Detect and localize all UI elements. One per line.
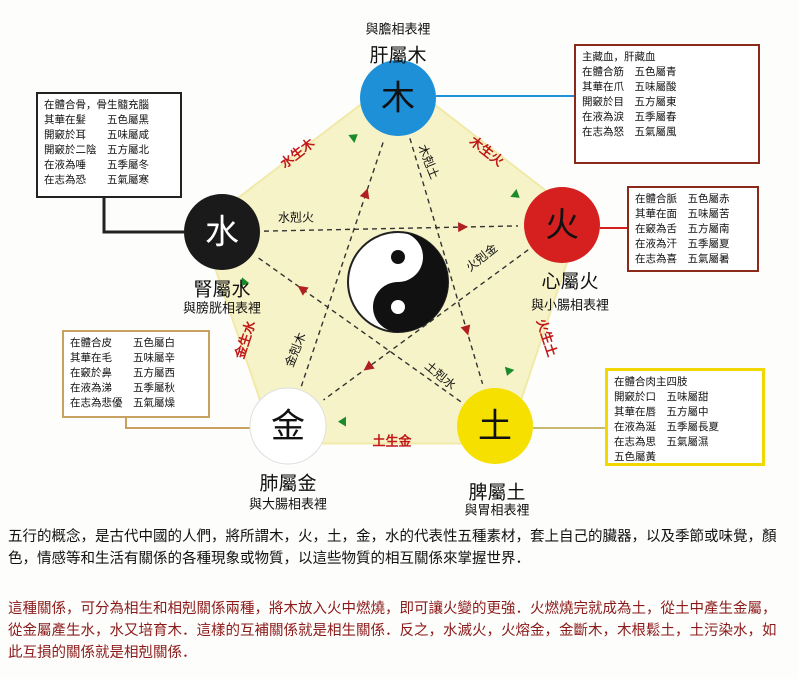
generating-label-earth: 土生金 <box>372 434 412 450</box>
fire-info-line: 在竅為舌 五方屬南 <box>635 223 730 235</box>
controlling-label-water: 水剋火 <box>278 211 314 225</box>
fire-circle <box>524 187 600 263</box>
metal-glyph: 金 <box>271 407 305 447</box>
controlling-arrow-wood <box>460 324 471 336</box>
controlling-arrow-earth <box>297 285 309 296</box>
metal-info-line: 在液為涕 五季屬秋 <box>70 382 175 394</box>
earth-organ-name: 脾屬土 <box>468 482 525 504</box>
wood-glyph: 木 <box>381 79 415 119</box>
earth-info-line: 在液為涎 五季屬長夏 <box>614 421 719 433</box>
wood-info-line: 在液為淚 五季屬春 <box>582 111 677 123</box>
earth-info-line: 在體合肉主四肢 <box>614 376 688 388</box>
generating-arrow-metal <box>239 277 250 287</box>
relationship-paragraph: 這種關係，可分為相生和相剋關係兩種，將木放入火中燃燒，即可讓火變的更強．火燃燒完… <box>8 601 777 661</box>
controlling-arrow-metal <box>359 188 370 200</box>
metal-circle <box>249 387 327 465</box>
water-circle <box>184 194 260 270</box>
intro-paragraph: 五行的概念，是古代中國的人們，將所謂木，火，土，金，水的代表性五種素材，套上自己… <box>8 529 777 567</box>
fire-info-line: 其華在面 五味屬苦 <box>635 208 730 220</box>
fire-organ-name: 心屬火 <box>541 271 598 293</box>
earth-glyph: 土 <box>478 407 512 447</box>
wood-circle <box>360 60 436 136</box>
controlling-line-metal <box>300 139 385 387</box>
controlling-line-water <box>263 225 519 232</box>
metal-organ-name: 肺屬金 <box>259 473 316 495</box>
controlling-line-fire <box>323 249 529 401</box>
yin-yang-icon <box>347 231 449 333</box>
generating-arrow-fire <box>504 366 515 376</box>
generating-arrow-earth <box>337 416 346 427</box>
wood-info-line: 在志為怒 五氣屬風 <box>582 126 677 138</box>
metal-pair: 與大腸相表裡 <box>249 498 327 513</box>
earth-info-line: 五色屬黃 <box>614 451 656 463</box>
water-pair: 與膀胱相表裡 <box>183 301 261 317</box>
fire-info-line: 在志為喜 五氣屬暑 <box>635 253 730 265</box>
water-info-line: 開竅於二陰 五方屬北 <box>44 144 149 156</box>
fire-pair: 與小腸相表裡 <box>531 299 609 314</box>
water-info-line: 其華在髮 五色屬黑 <box>44 114 149 126</box>
wood-pair: 與膽相表裡 <box>365 23 430 38</box>
water-info-line: 在液為唾 五季屬冬 <box>44 159 149 171</box>
metal-info-box: 在體合皮 五色屬白 其華在毛 五味屬辛 在竅於鼻 五方屬西 在液為涕 五季屬秋 在志為悲… <box>62 330 210 418</box>
wood-organ-name: 肝屬木 <box>369 45 426 67</box>
water-info-line: 在體合骨，骨生髓充腦 <box>44 99 149 111</box>
water-glyph: 水 <box>205 213 239 253</box>
generating-arrow-wood <box>510 188 520 198</box>
wood-info-line: 其華在爪 五味屬酸 <box>582 81 677 93</box>
earth-circle <box>457 388 533 464</box>
water-connector-line <box>102 198 184 234</box>
water-info-box: 在體合骨，骨生髓充腦 其華在髮 五色屬黑 開竅於耳 五味屬咸 開竅於二陰 五方屬北 在液… <box>36 92 182 198</box>
generating-arrow-water <box>348 134 358 143</box>
wood-info-line: 在體合筋 五色屬青 <box>582 66 677 78</box>
earth-info-line: 開竅於口 五味屬甜 <box>614 391 709 403</box>
fire-glyph: 火 <box>545 206 579 246</box>
metal-info-line: 在體合皮 五色屬白 <box>70 337 175 349</box>
water-info-line: 在志為恐 五氣屬寒 <box>44 174 149 186</box>
wood-info-box: 主藏血，肝藏血在體合筋 五色屬青 其華在爪 五味屬酸 開竅於目 五方屬東 在液為淚 五… <box>574 44 760 164</box>
fire-info-line: 在體合脈 五色屬赤 <box>635 193 730 205</box>
wood-info-line: 開竅於目 五方屬東 <box>582 96 677 108</box>
earth-info-line: 其華在唇 五方屬中 <box>614 406 709 418</box>
controlling-arrow-water <box>458 222 469 233</box>
water-info-line: 開竅於耳 五味屬咸 <box>44 129 149 141</box>
earth-pair: 與胃相表裡 <box>464 504 529 519</box>
metal-info-line: 在竅於鼻 五方屬西 <box>70 367 175 379</box>
earth-info-box: 在體合肉主四肢開竅於口 五味屬甜 其華在唇 五方屬中 在液為涎 五季屬長夏 在志為思 … <box>605 368 765 466</box>
metal-info-line: 其華在毛 五味屬辛 <box>70 352 175 364</box>
wood-info-line: 主藏血，肝藏血 <box>582 51 656 63</box>
fire-info-box: 在體合脈 五色屬赤 其華在面 五味屬苦 在竅為舌 五方屬南 在液為汗 五季屬夏 在志為喜… <box>627 186 759 272</box>
controlling-arrow-fire <box>363 360 375 371</box>
metal-info-line: 在志為悲優 五氣屬燥 <box>70 397 175 409</box>
fire-info-line: 在液為汗 五季屬夏 <box>635 238 730 250</box>
water-organ-name: 腎屬水 <box>193 279 250 301</box>
controlling-line-wood <box>409 138 484 385</box>
controlling-line-earth <box>257 256 462 403</box>
earth-info-line: 在志為思 五氣屬濕 <box>614 436 709 448</box>
metal-connector-line <box>125 418 250 429</box>
